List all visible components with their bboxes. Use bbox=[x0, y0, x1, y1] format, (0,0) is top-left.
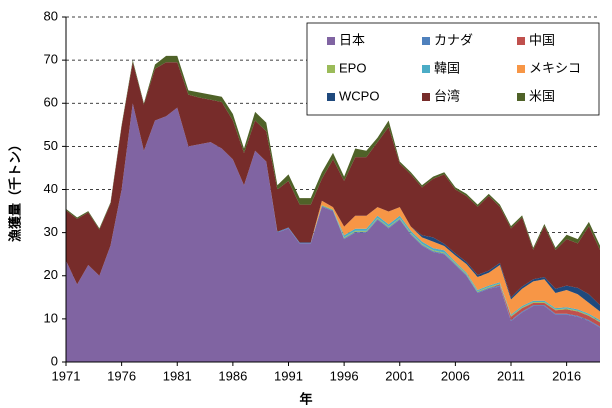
y-tick-label: 50 bbox=[44, 138, 58, 153]
x-tick-label: 1981 bbox=[163, 368, 192, 383]
y-tick-label: 70 bbox=[44, 52, 58, 67]
legend-swatch bbox=[422, 37, 430, 45]
y-tick-label: 60 bbox=[44, 95, 58, 110]
legend-label: カナダ bbox=[434, 32, 473, 47]
legend-swatch bbox=[517, 93, 525, 101]
legend-swatch bbox=[422, 65, 430, 73]
y-tick-label: 10 bbox=[44, 310, 58, 325]
y-tick-label: 0 bbox=[51, 353, 58, 368]
x-tick-label: 1991 bbox=[274, 368, 303, 383]
legend-label: 中国 bbox=[529, 32, 555, 47]
legend-swatch bbox=[327, 93, 335, 101]
x-tick-label: 2001 bbox=[385, 368, 414, 383]
legend-label: WCPO bbox=[339, 88, 379, 103]
legend-box bbox=[306, 22, 600, 116]
area bbox=[66, 62, 600, 306]
legend-swatch bbox=[517, 65, 525, 73]
legend-swatch bbox=[327, 65, 335, 73]
x-tick-label: 1986 bbox=[218, 368, 247, 383]
x-tick-label: 2011 bbox=[497, 368, 525, 383]
legend-label: 米国 bbox=[529, 88, 555, 103]
x-tick-label: 2016 bbox=[552, 368, 581, 383]
area bbox=[66, 55, 600, 250]
x-tick-label: 1971 bbox=[52, 368, 81, 383]
legend-label: EPO bbox=[339, 60, 366, 75]
y-tick-label: 40 bbox=[44, 181, 58, 196]
legend-label: 日本 bbox=[339, 32, 365, 47]
y-tick-label: 30 bbox=[44, 224, 58, 239]
legend-swatch bbox=[422, 93, 430, 101]
x-axis-label: 年 bbox=[299, 391, 312, 406]
area bbox=[66, 103, 600, 362]
legend-label: 韓国 bbox=[434, 60, 460, 75]
legend-label: 台湾 bbox=[434, 88, 460, 103]
x-tick-label: 1976 bbox=[107, 368, 136, 383]
y-axis-label: 漁獲量（千トン） bbox=[7, 138, 22, 242]
area bbox=[66, 103, 600, 321]
y-tick-label: 20 bbox=[44, 267, 58, 282]
x-tick-label: 1996 bbox=[330, 368, 359, 383]
legend-label: メキシコ bbox=[529, 60, 581, 75]
legend-swatch bbox=[517, 37, 525, 45]
y-tick-label: 80 bbox=[44, 8, 58, 23]
legend-swatch bbox=[327, 37, 335, 45]
x-tick-label: 2006 bbox=[441, 368, 470, 383]
